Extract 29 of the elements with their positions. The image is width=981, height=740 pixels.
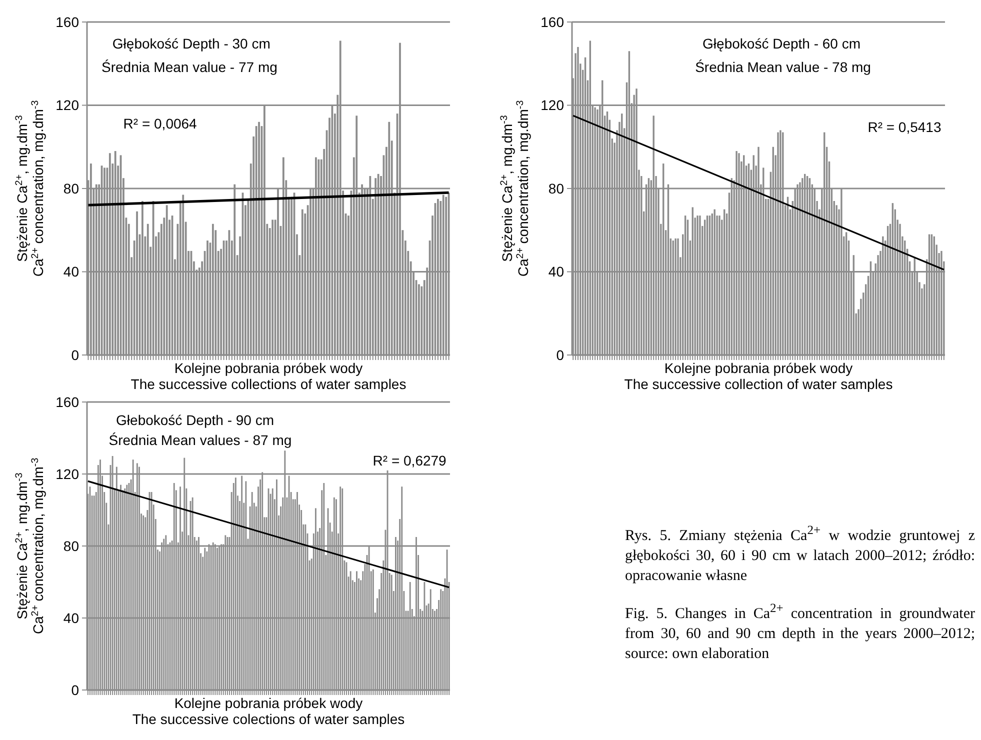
x-axis-title: Kolejne pobrania próbek wody The successive collections of water samples xyxy=(130,360,406,392)
y-tick-label: 120 xyxy=(540,97,564,114)
y-tick-label: 160 xyxy=(540,14,564,30)
annotation: Głebokość Depth - 90 cm xyxy=(116,412,274,428)
annotation: Głębokość Depth - 60 cm xyxy=(702,36,861,52)
annotation: Średnia Mean value - 78 mg xyxy=(695,58,871,75)
y-tick-label: 120 xyxy=(56,97,80,114)
caption: Fig. 5. Changes in Ca$^{2+}$ concentration in groundwater from 30, 60 and 90 cm depth in the years 2000–2012; source: own elaboration xyxy=(625,600,975,664)
x-axis-title: Kolejne pobrania próbek wody The successive collection of water samples xyxy=(624,360,893,392)
y-tick-label: 40 xyxy=(63,264,80,280)
y-tick-label: 160 xyxy=(56,394,80,410)
y-tick-label: 80 xyxy=(63,538,80,554)
x-axis-title: Kolejne pobrania próbek wody The successive colections of water samples xyxy=(132,695,405,727)
text: Rys. 5. Zmiany stężenia Ca$^{2+}$ w wodzie gruntowej z głębokości 30, 60 i 90 cm w latach 2000–2012; źródło: opracowanie własne xyxy=(625,522,975,586)
annotation: R² = 0,0064 xyxy=(123,116,198,132)
y-tick-label: 0 xyxy=(556,346,564,363)
y-tick-label: 40 xyxy=(63,610,80,626)
y-tick-label: 160 xyxy=(56,14,80,30)
annotation: Głębokość Depth - 30 cm xyxy=(112,36,270,52)
y-tick-label: 0 xyxy=(71,682,80,698)
y-tick-label: 40 xyxy=(548,264,564,280)
y-tick-label: 80 xyxy=(548,180,564,196)
y-tick-label: 80 xyxy=(63,180,80,196)
y-tick-label: 0 xyxy=(71,346,80,363)
y-tick-label: 120 xyxy=(56,466,80,482)
annotation: Średnia Mean values - 87 mg xyxy=(108,432,292,448)
annotation: R² = 0,5413 xyxy=(868,118,942,135)
annotation: R² = 0,6279 xyxy=(372,452,447,468)
annotation: Średnia Mean value - 77 mg xyxy=(102,58,278,75)
